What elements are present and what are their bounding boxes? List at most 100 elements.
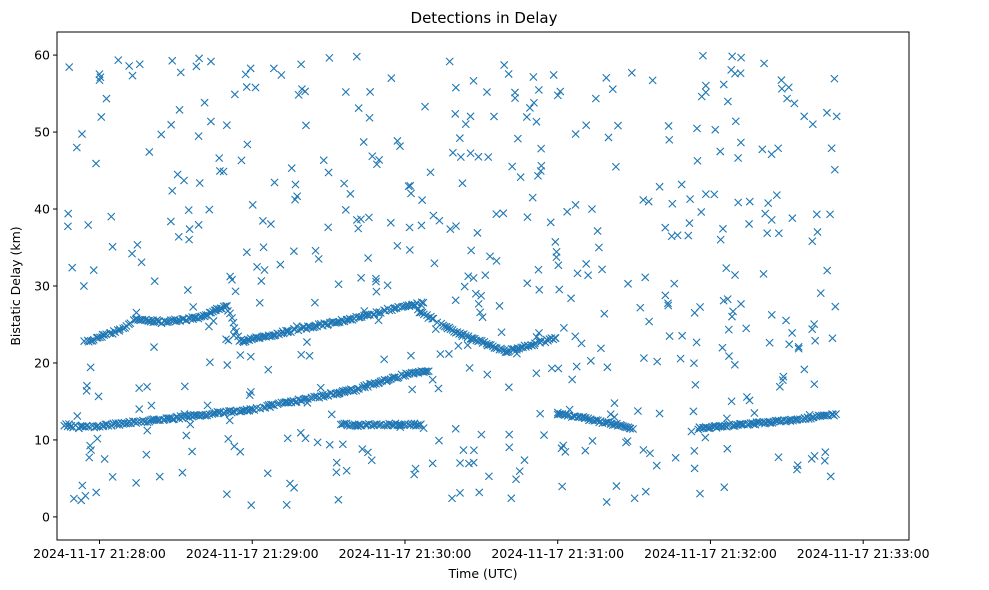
data-point [716, 235, 725, 244]
data-point [587, 205, 596, 214]
data-point [677, 180, 686, 189]
data-point [114, 56, 123, 65]
data-point [147, 401, 156, 410]
data-point [68, 263, 77, 272]
data-point [301, 121, 310, 130]
data-point [128, 71, 137, 80]
data-point [831, 302, 840, 311]
data-point [500, 61, 509, 70]
data-point [155, 472, 164, 481]
data-point [108, 242, 117, 251]
data-point [661, 223, 670, 232]
data-point [412, 421, 420, 430]
data-point [354, 422, 363, 431]
data-point [132, 478, 141, 487]
data-point [645, 317, 654, 326]
data-point [723, 444, 732, 453]
data-point [446, 225, 455, 234]
data-point [467, 246, 476, 255]
data-point [354, 104, 363, 113]
data-point [81, 491, 90, 500]
data-point [297, 60, 306, 69]
data-point [450, 327, 459, 336]
data-point [346, 189, 355, 198]
data-point [736, 419, 745, 428]
data-point [636, 303, 645, 312]
data-point [107, 212, 116, 221]
data-point [528, 193, 537, 202]
y-tick-label: 10 [34, 432, 50, 447]
data-point [301, 434, 310, 443]
data-point [334, 280, 343, 289]
data-point [407, 189, 416, 198]
data-point [324, 223, 333, 232]
data-point [269, 64, 278, 73]
data-point [499, 209, 508, 218]
data-point [830, 165, 839, 174]
data-point [710, 190, 719, 199]
data-point [826, 472, 835, 481]
data-point [174, 232, 183, 241]
data-point [813, 228, 822, 237]
data-point [242, 248, 251, 257]
data-point [602, 498, 611, 507]
data-point [820, 411, 829, 420]
data-point [78, 481, 87, 490]
data-point [416, 420, 425, 429]
data-point [195, 179, 204, 187]
data-point [808, 237, 817, 246]
data-point [353, 384, 362, 393]
data-point [582, 121, 591, 130]
data-point [663, 299, 672, 308]
data-point [294, 90, 303, 99]
data-point [516, 173, 525, 182]
data-point [226, 272, 235, 281]
data-point [582, 259, 591, 268]
data-point [697, 208, 706, 217]
data-point [153, 316, 162, 325]
data-point [446, 325, 455, 334]
data-point [703, 423, 712, 432]
data-point [465, 363, 474, 372]
data-point [830, 74, 839, 83]
data-point [497, 328, 506, 337]
data-point [671, 453, 680, 462]
data-point [698, 51, 707, 60]
data-point [766, 418, 775, 427]
data-point [255, 298, 264, 307]
data-point [405, 223, 414, 232]
data-point [504, 69, 513, 78]
data-point [584, 414, 593, 423]
data-point [302, 338, 311, 347]
data-point [719, 80, 728, 89]
data-point [676, 354, 685, 363]
data-point [777, 76, 786, 85]
data-point [137, 258, 146, 267]
data-point [431, 325, 440, 334]
data-point [665, 135, 674, 144]
y-tick-label: 40 [34, 202, 50, 217]
data-point [349, 387, 358, 396]
data-point [314, 254, 323, 263]
data-point [532, 117, 541, 126]
data-point [150, 343, 159, 352]
data-point [359, 138, 368, 147]
data-point [523, 279, 532, 288]
data-point [568, 375, 577, 384]
data-point [687, 427, 696, 436]
data-point [652, 461, 661, 470]
data-point [82, 381, 91, 390]
data-point [775, 382, 784, 391]
data-point [222, 302, 231, 310]
chart-title: Detections in Delay [411, 9, 558, 27]
x-tick-label: 2024-11-17 21:32:00 [644, 546, 777, 561]
data-point [664, 301, 673, 310]
data-point [794, 344, 803, 353]
data-point [540, 431, 549, 440]
data-points [60, 51, 841, 510]
data-point [554, 364, 563, 373]
data-point [534, 265, 543, 274]
data-point [572, 362, 581, 371]
data-point [608, 85, 617, 94]
data-point [115, 326, 124, 335]
